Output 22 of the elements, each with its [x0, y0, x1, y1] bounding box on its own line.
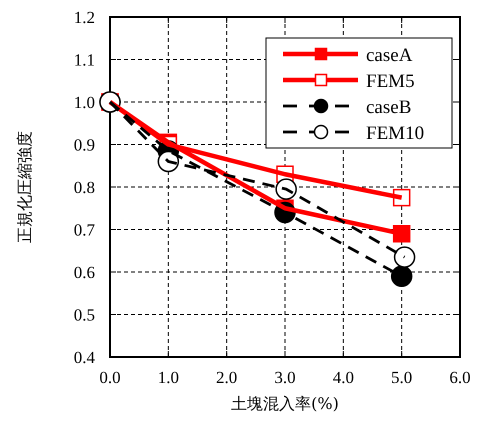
y-tick-label: 0.5	[74, 306, 95, 324]
y-tick-label: 0.9	[74, 136, 95, 154]
y-tick-label: 0.4	[74, 348, 96, 367]
x-tick-label: 5.0	[391, 368, 412, 387]
legend-label: caseB	[366, 97, 412, 118]
y-tick-label: 1.0	[74, 93, 95, 112]
x-axis-title: 土塊混入率(%)	[231, 394, 339, 413]
x-tick-label: 6.0	[449, 368, 471, 387]
legend-label: caseA	[366, 45, 413, 66]
x-tick-label: 3.0	[274, 368, 296, 387]
x-tick-label: 4.0	[332, 368, 354, 387]
x-tick-label: 1.0	[158, 368, 179, 387]
legend-label: FEM5	[366, 71, 415, 92]
legend-label: FEM10	[366, 123, 424, 144]
y-tick-label: 0.7	[74, 220, 96, 240]
y-tick-label: 1.2	[74, 8, 95, 27]
y-tick-label: 0.6	[74, 263, 95, 282]
y-tick-label: 0.8	[74, 178, 95, 197]
x-tick-label: 0.0	[99, 368, 121, 387]
y-tick-label: 1.1	[74, 50, 95, 70]
y-axis-title: 正規化圧縮強度	[16, 131, 34, 243]
x-tick-label: 2.0	[216, 368, 238, 387]
